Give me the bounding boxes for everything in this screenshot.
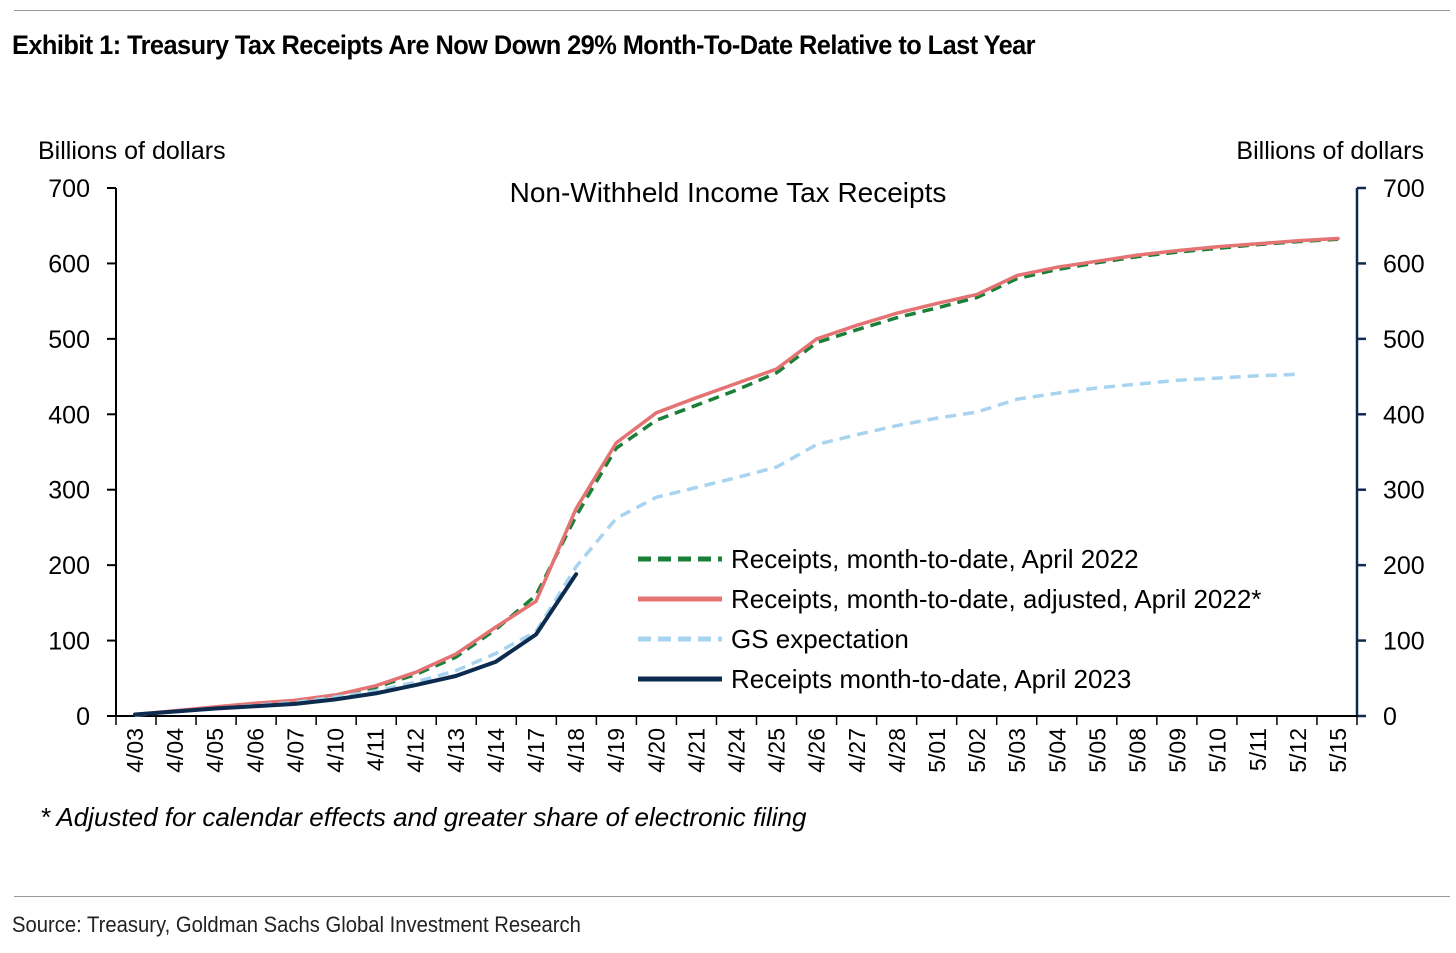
- x-tick-label: 4/13: [443, 728, 469, 773]
- right-y-tick-label: 300: [1383, 477, 1425, 505]
- x-tick-label: 4/28: [884, 728, 910, 773]
- source-note: Source: Treasury, Goldman Sachs Global I…: [12, 912, 581, 937]
- right-axis-label: Billions of dollars: [1236, 137, 1424, 165]
- x-tick-label: 5/08: [1125, 728, 1151, 773]
- top-rule: [14, 10, 1450, 11]
- left-y-tick-label: 200: [48, 552, 90, 580]
- left-y-tick-label: 500: [48, 326, 90, 354]
- x-tick-label: 5/02: [964, 728, 990, 773]
- legend-label-3: GS expectation: [731, 624, 909, 654]
- x-tick-label: 5/10: [1205, 728, 1231, 773]
- x-tick-label: 5/05: [1084, 728, 1110, 773]
- left-y-tick-label: 0: [76, 703, 90, 731]
- x-tick-label: 5/11: [1245, 728, 1271, 771]
- legend-label-4: Receipts month-to-date, April 2023: [731, 664, 1131, 694]
- x-tick-label: 5/01: [924, 728, 950, 773]
- right-y-tick-label: 200: [1383, 552, 1425, 580]
- left-y-tick-label: 600: [48, 250, 90, 278]
- x-tick-label: 4/19: [603, 728, 629, 773]
- right-y-tick-label: 0: [1383, 703, 1397, 731]
- left-y-tick-label: 100: [48, 628, 90, 656]
- exhibit-title: Exhibit 1: Treasury Tax Receipts Are Now…: [12, 30, 1036, 60]
- left-y-tick-label: 700: [48, 175, 90, 203]
- x-tick-label: 4/20: [643, 728, 669, 773]
- x-tick-label: 4/06: [242, 728, 268, 773]
- x-tick-label: 5/03: [1004, 728, 1030, 773]
- x-tick-label: 4/17: [523, 728, 549, 773]
- x-tick-label: 4/18: [563, 728, 589, 773]
- right-y-tick-label: 700: [1383, 175, 1425, 203]
- legend: Receipts, month-to-date, April 2022 Recei…: [638, 544, 1261, 694]
- x-tick-label: 4/10: [323, 728, 349, 773]
- x-tick-label: 4/26: [804, 728, 830, 773]
- x-tick-label: 4/03: [122, 728, 148, 773]
- x-tick-label: 5/04: [1044, 728, 1070, 773]
- x-tick-label: 4/25: [764, 728, 790, 773]
- x-tick-label: 5/15: [1325, 728, 1351, 773]
- x-tick-label: 4/07: [282, 728, 308, 773]
- legend-label-2: Receipts, month-to-date, adjusted, April…: [731, 584, 1261, 614]
- x-tick-label: 4/14: [483, 728, 509, 773]
- x-tick-label: 4/21: [683, 728, 709, 773]
- chart: Billions of dollars Billions of dollars …: [38, 137, 1425, 832]
- left-y-tick-label: 400: [48, 401, 90, 429]
- legend-label-1: Receipts, month-to-date, April 2022: [731, 544, 1139, 574]
- left-y-tick-label: 300: [48, 477, 90, 505]
- right-y-tick-label: 500: [1383, 326, 1425, 354]
- footnote: * Adjusted for calendar effects and grea…: [40, 802, 807, 832]
- bottom-rule: [14, 896, 1450, 897]
- chart-title: Non-Withheld Income Tax Receipts: [510, 177, 947, 208]
- x-tick-label: 4/11: [363, 728, 389, 771]
- left-axis-label: Billions of dollars: [38, 137, 226, 165]
- x-tick-label: 5/12: [1285, 728, 1311, 773]
- x-tick-label: 4/12: [403, 728, 429, 773]
- series-line-4: [133, 572, 579, 717]
- x-tick-label: 5/09: [1165, 728, 1191, 773]
- right-y-tick-label: 400: [1383, 401, 1425, 429]
- right-y-tick-label: 100: [1383, 628, 1425, 656]
- x-tick-label: 4/24: [724, 728, 750, 773]
- x-tick-label: 4/27: [844, 728, 870, 773]
- series-line-2: [133, 236, 1340, 717]
- x-tick-label: 4/04: [162, 728, 188, 773]
- x-tick-label: 4/05: [202, 728, 228, 773]
- right-y-tick-label: 600: [1383, 250, 1425, 278]
